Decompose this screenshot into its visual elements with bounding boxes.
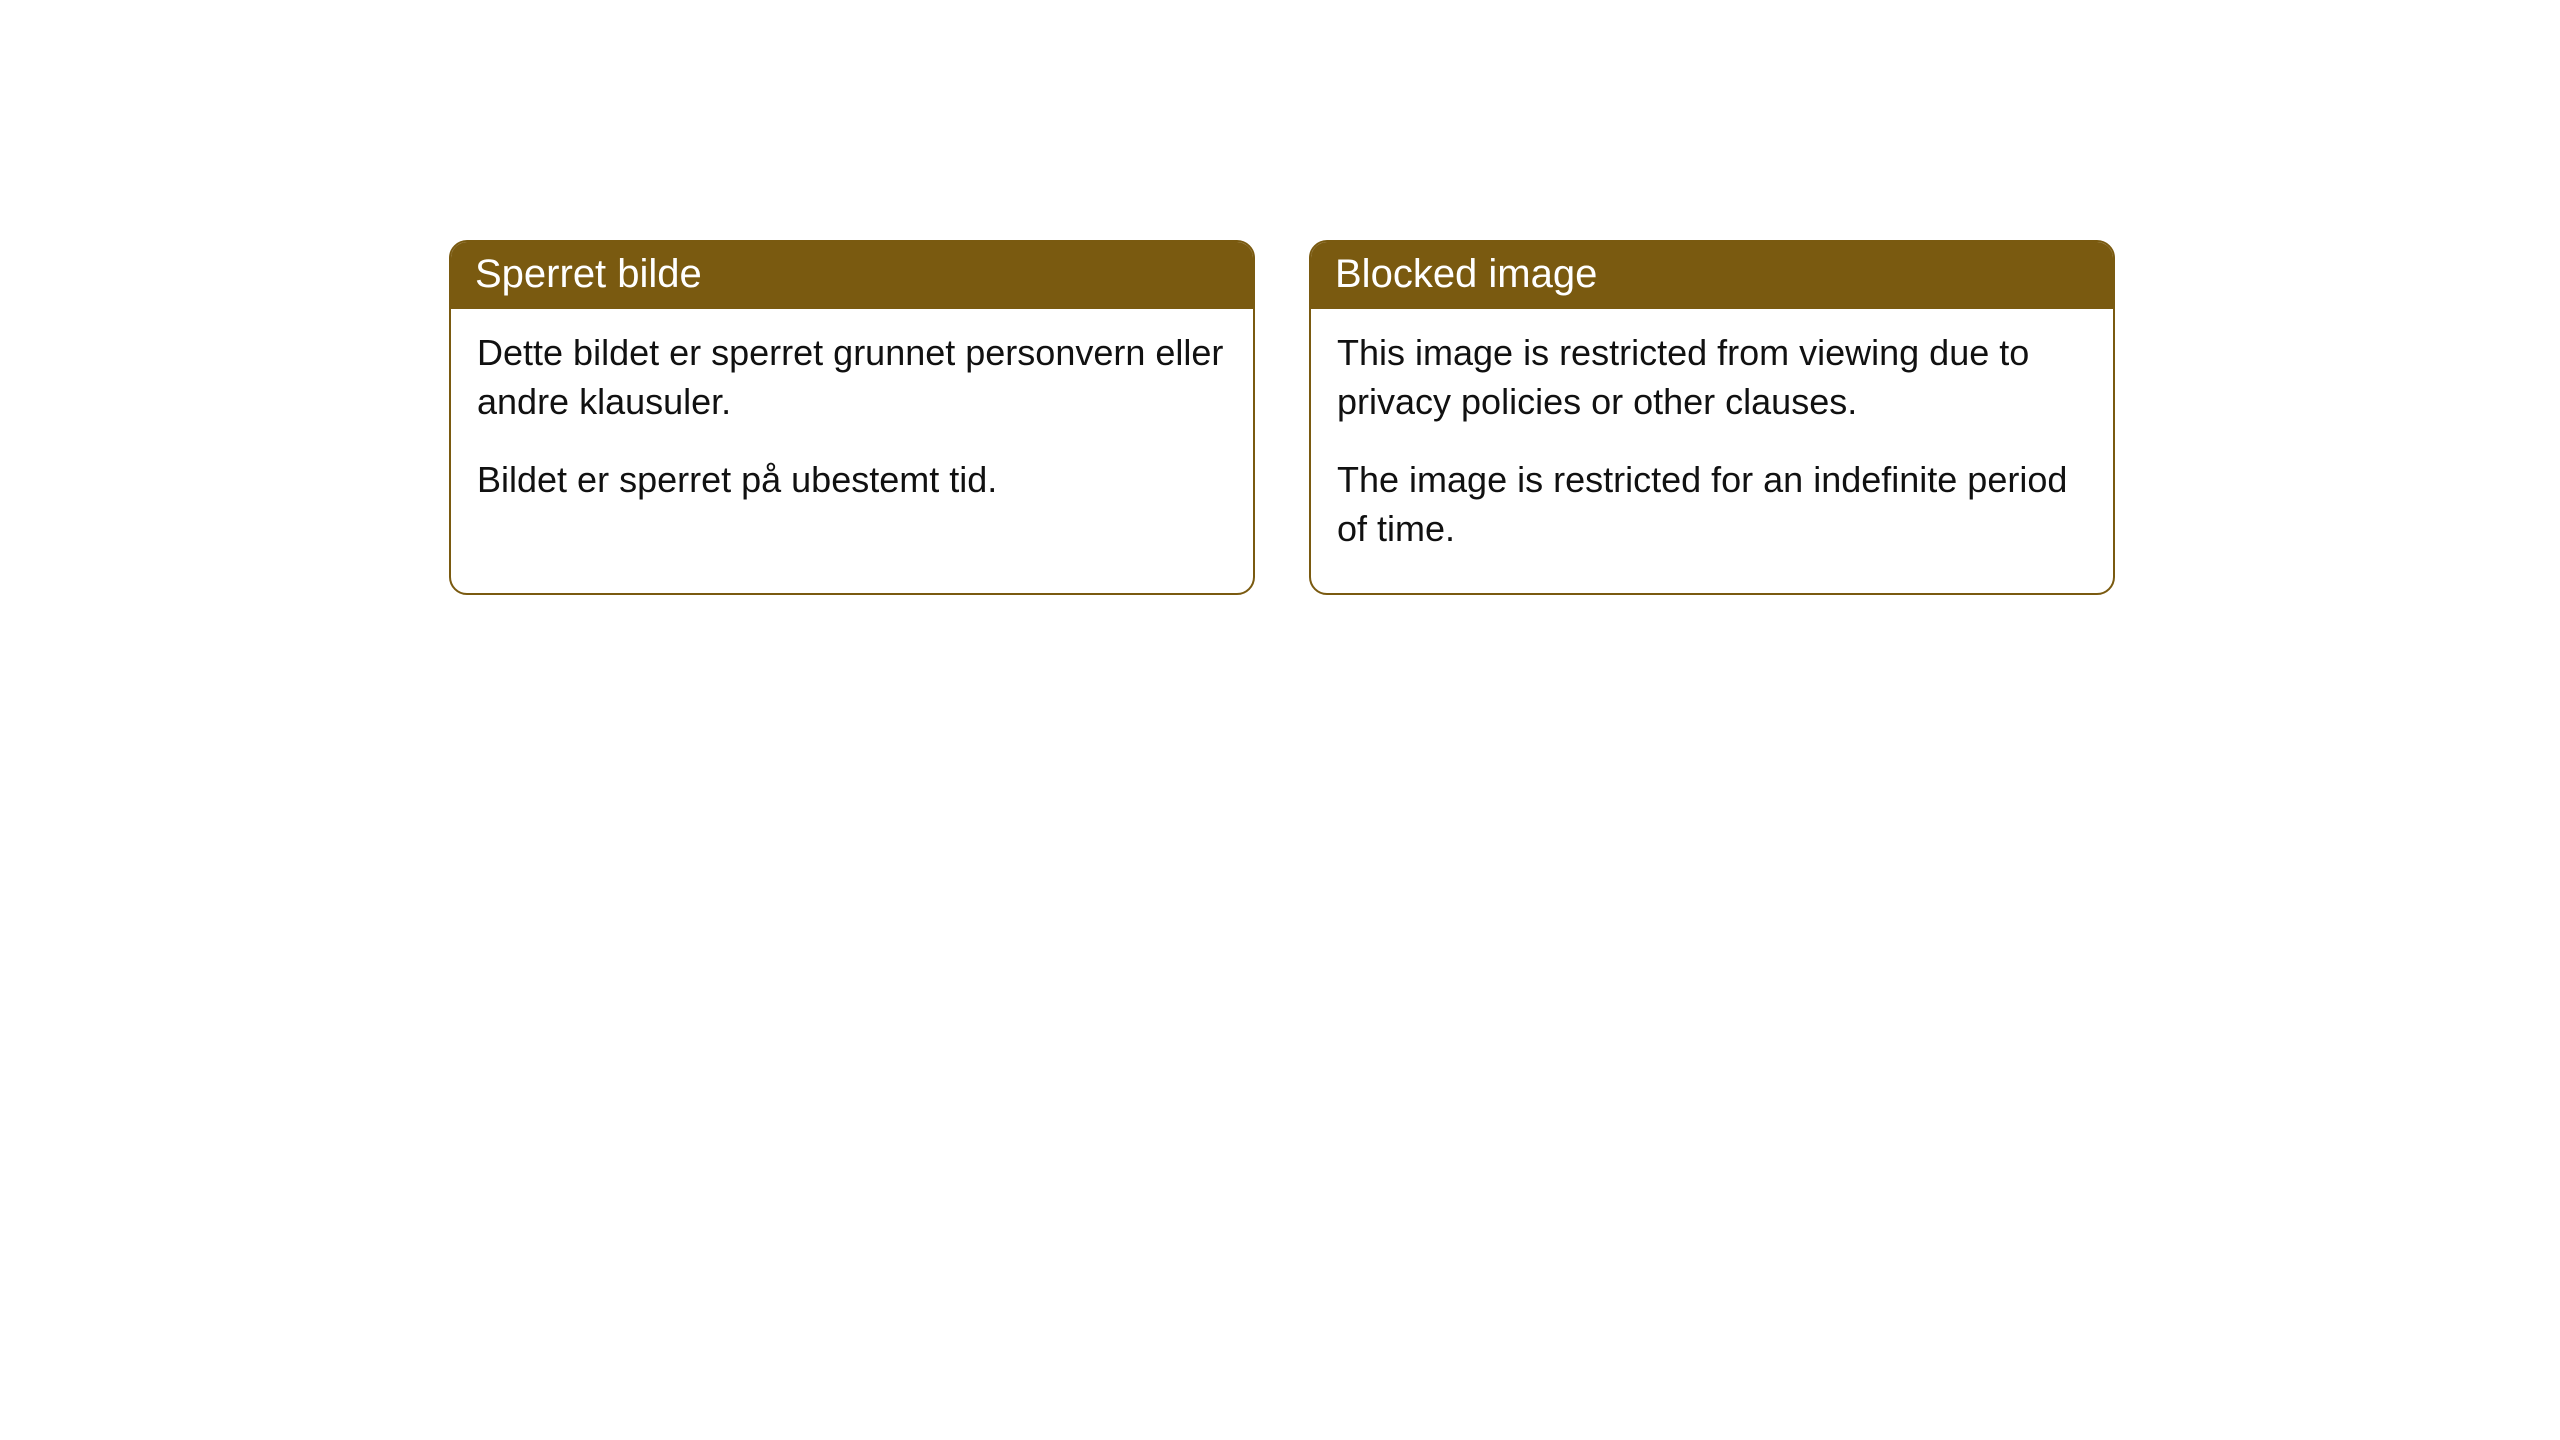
card-header: Blocked image	[1311, 242, 2113, 309]
card-paragraph: Bildet er sperret på ubestemt tid.	[477, 456, 1227, 505]
card-body: This image is restricted from viewing du…	[1311, 309, 2113, 593]
card-paragraph: Dette bildet er sperret grunnet personve…	[477, 329, 1227, 426]
blocked-image-card-no: Sperret bilde Dette bildet er sperret gr…	[449, 240, 1255, 595]
card-header: Sperret bilde	[451, 242, 1253, 309]
notice-cards-container: Sperret bilde Dette bildet er sperret gr…	[449, 240, 2115, 595]
blocked-image-card-en: Blocked image This image is restricted f…	[1309, 240, 2115, 595]
card-paragraph: The image is restricted for an indefinit…	[1337, 456, 2087, 553]
card-body: Dette bildet er sperret grunnet personve…	[451, 309, 1253, 545]
card-paragraph: This image is restricted from viewing du…	[1337, 329, 2087, 426]
